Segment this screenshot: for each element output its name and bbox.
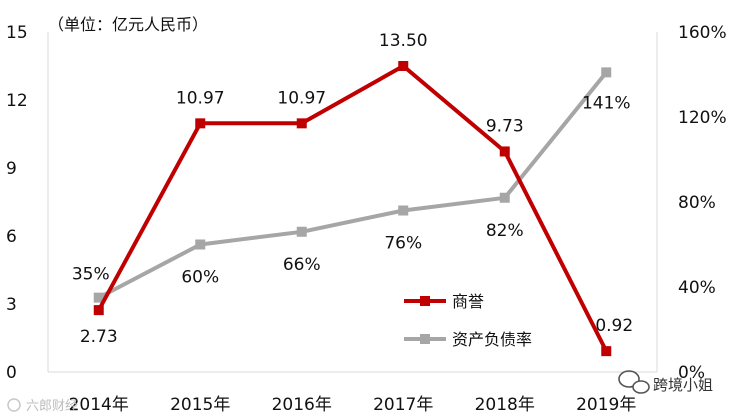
series-1-point-4 bbox=[499, 192, 510, 203]
goodwill-label-3: 13.50 bbox=[379, 31, 428, 51]
goodwill-label-4: 9.73 bbox=[486, 116, 524, 136]
series-1-point-0 bbox=[93, 292, 104, 303]
right-tick-4: 160% bbox=[678, 23, 727, 43]
watermark-right-text: 跨境小姐 bbox=[653, 376, 713, 394]
series-line-0 bbox=[97, 64, 609, 353]
x-tick-5: 2019年 bbox=[576, 395, 636, 415]
series-0-point-5 bbox=[601, 346, 612, 357]
watermark-camera-icon bbox=[7, 398, 21, 412]
left-tick-2: 6 bbox=[6, 227, 17, 247]
wechat-icon bbox=[618, 370, 640, 388]
right-tick-0: 0% bbox=[678, 363, 705, 383]
x-tick-0: 2014年 bbox=[69, 395, 129, 415]
series-0-point-2 bbox=[296, 118, 307, 129]
series-line-1 bbox=[97, 71, 608, 300]
debt-ratio-label-3: 76% bbox=[384, 234, 422, 254]
data-labels: 2.73 10.97 10.97 13.50 9.73 0.92 35% 60% 66% 76% 8… bbox=[72, 31, 633, 347]
series-0-point-0 bbox=[93, 305, 104, 316]
debt-ratio-label-5: 141% bbox=[582, 93, 631, 113]
left-tick-3: 9 bbox=[6, 159, 17, 179]
watermark-left-text: 六郎财经 bbox=[26, 399, 78, 414]
watermark-left: 六郎财经 bbox=[7, 398, 78, 414]
right-tick-1: 40% bbox=[678, 278, 716, 298]
goodwill-label-2: 10.97 bbox=[277, 88, 326, 108]
x-axis-ticks: 2014年 2015年 2016年 2017年 2018年 2019年 bbox=[69, 395, 637, 415]
series-0-point-3 bbox=[398, 61, 409, 71]
left-axis-ticks: 0 3 6 9 12 15 bbox=[6, 23, 28, 383]
wechat-icon-small bbox=[632, 380, 650, 394]
series-0-point-1 bbox=[195, 118, 206, 129]
goodwill-label-1: 10.97 bbox=[176, 88, 225, 108]
left-tick-5: 15 bbox=[6, 23, 28, 43]
goodwill-label-5: 0.92 bbox=[595, 316, 633, 336]
series-1-point-2 bbox=[296, 226, 307, 237]
left-tick-4: 12 bbox=[6, 91, 28, 111]
unit-label: （单位：亿元人民币） bbox=[48, 15, 208, 34]
legend-label-1: 资产负债率 bbox=[452, 330, 532, 349]
goodwill-label-0: 2.73 bbox=[80, 327, 118, 347]
series-0-point-4 bbox=[499, 146, 510, 157]
x-tick-2: 2016年 bbox=[272, 395, 332, 415]
legend-marker-1 bbox=[420, 334, 430, 344]
debt-ratio-label-4: 82% bbox=[486, 221, 524, 241]
left-tick-1: 3 bbox=[6, 295, 17, 315]
x-tick-4: 2018年 bbox=[475, 395, 535, 415]
debt-ratio-label-0: 35% bbox=[72, 265, 110, 285]
series-1-point-1 bbox=[195, 239, 206, 250]
legend-marker-0 bbox=[420, 296, 430, 306]
right-tick-2: 80% bbox=[678, 193, 716, 213]
legend-label-0: 商誉 bbox=[452, 292, 484, 311]
series-1-point-5 bbox=[601, 67, 612, 78]
debt-ratio-label-1: 60% bbox=[181, 268, 219, 288]
right-tick-3: 120% bbox=[678, 108, 727, 128]
series-layer bbox=[93, 61, 612, 357]
x-tick-3: 2017年 bbox=[373, 395, 433, 415]
series-1-point-3 bbox=[398, 205, 409, 216]
right-axis-ticks: 0% 40% 80% 120% 160% bbox=[678, 23, 727, 383]
left-tick-0: 0 bbox=[6, 363, 17, 383]
x-tick-1: 2015年 bbox=[170, 395, 230, 415]
watermark-right: 跨境小姐 bbox=[618, 370, 713, 394]
debt-ratio-label-2: 66% bbox=[283, 255, 321, 275]
